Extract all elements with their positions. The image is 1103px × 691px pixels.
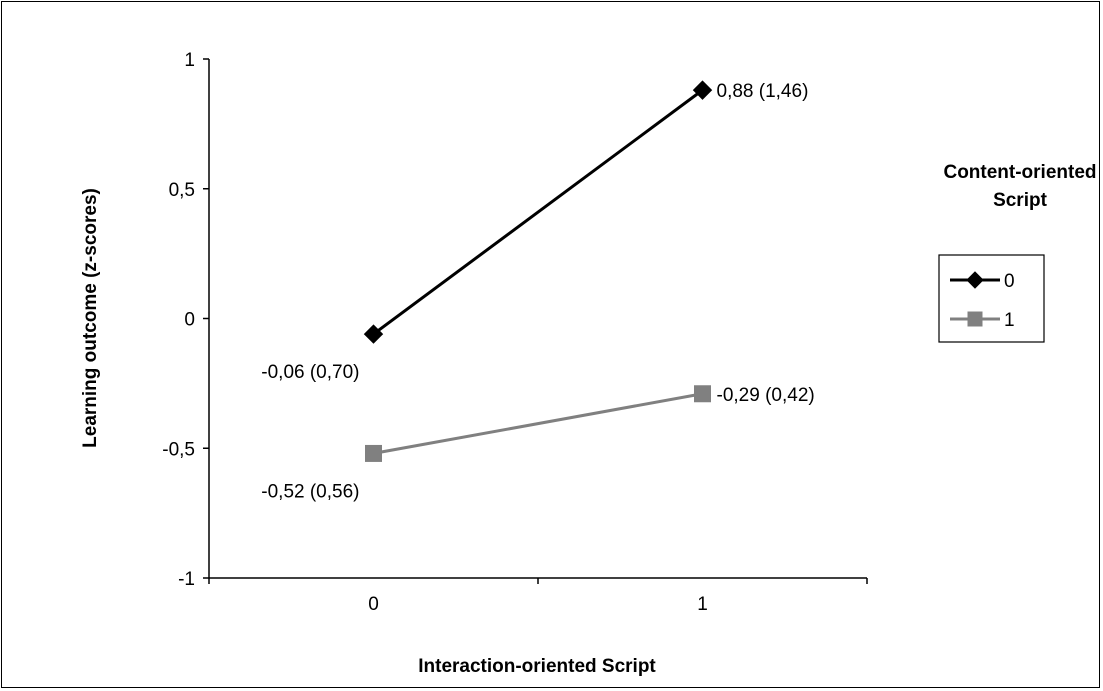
legend-marker-0 <box>966 271 984 289</box>
data-labels: -0,06 (0,70) 0,88 (1,46) -0,52 (0,56) -0,29… <box>261 81 814 502</box>
y-tick-label: -0,5 <box>162 439 195 460</box>
y-tick-label: -1 <box>178 569 195 590</box>
legend-title-line-2: Script <box>993 190 1048 211</box>
x-axis-title: Interaction-oriented Script <box>418 656 656 677</box>
data-label-series-0: 0,88 (1,46) <box>717 81 809 102</box>
y-axis-title: Learning outcome (z-scores) <box>80 188 101 448</box>
y-tick-label: 1 <box>184 50 195 71</box>
legend-marker-1 <box>967 311 983 327</box>
series-0-point <box>363 324 384 344</box>
x-tick-label: 0 <box>368 594 379 615</box>
series-1-point <box>365 444 382 462</box>
series-0-point <box>692 80 713 100</box>
legend: Content-oriented Script 01 <box>938 162 1097 343</box>
series-layer <box>363 80 713 462</box>
legend-label-1: 1 <box>1004 310 1015 331</box>
data-label-series-1: -0,29 (0,42) <box>717 385 815 406</box>
series-line-1 <box>373 392 703 455</box>
data-label-series-1: -0,52 (0,56) <box>261 481 359 502</box>
legend-title-line-1: Content-oriented <box>943 162 1096 183</box>
series-line-0 <box>372 88 704 336</box>
x-tick-label: 1 <box>697 594 708 615</box>
legend-items: 01 <box>950 271 1015 331</box>
data-label-series-0: -0,06 (0,70) <box>261 362 359 383</box>
legend-box <box>938 254 1045 343</box>
y-tick-label: 0 <box>184 310 195 331</box>
y-ticks: 1 0,5 0 -0,5 -1 <box>162 50 209 590</box>
legend-label-0: 0 <box>1004 271 1015 292</box>
series-1-point <box>694 385 711 403</box>
y-tick-label: 0,5 <box>169 180 195 201</box>
